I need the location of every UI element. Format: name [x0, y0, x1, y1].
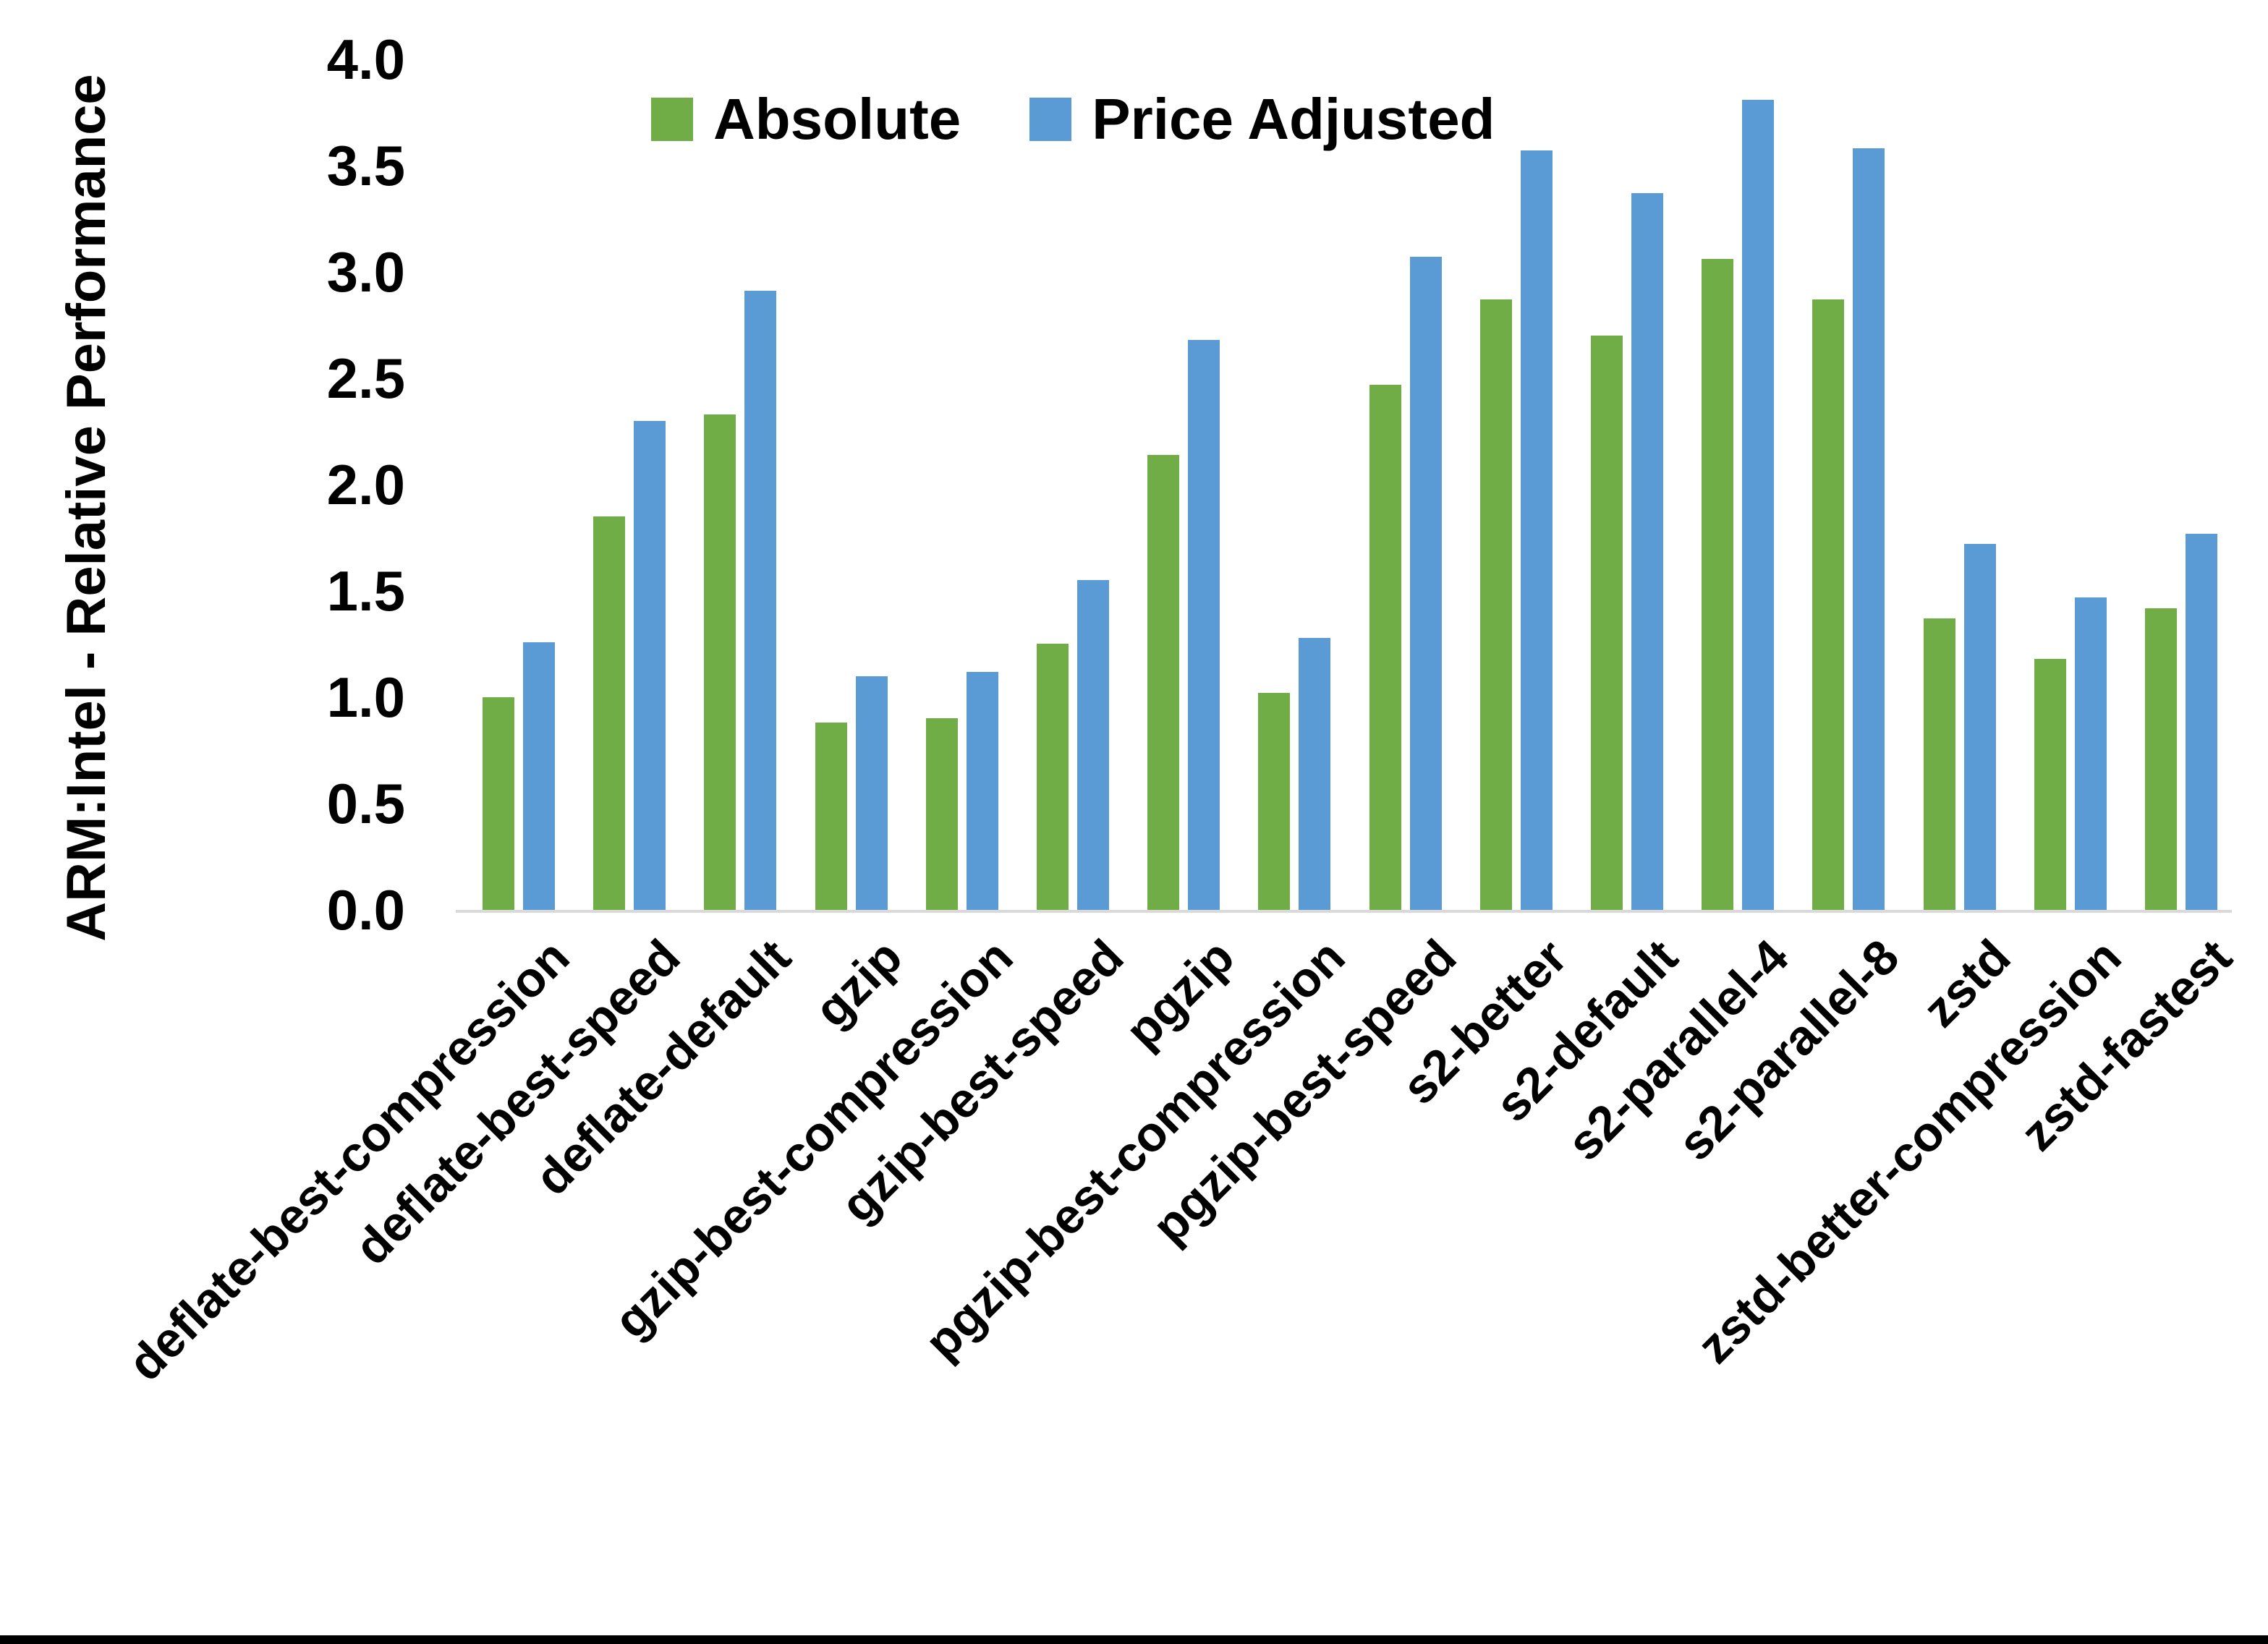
absolute-bar-deflate-best-compression [483, 697, 514, 910]
y-tick-label: 0.0 [326, 878, 405, 942]
price-adjusted-bar-s2-default [1631, 193, 1663, 910]
price-adjusted-bar-gzip-best-compression [967, 672, 998, 910]
absolute-bar-pgzip-best-speed [1369, 385, 1401, 910]
price-adjusted-bar-s2-better [1521, 150, 1553, 910]
absolute-bar-s2-parallel-4 [1702, 259, 1733, 910]
price-adjusted-bar-gzip [856, 676, 888, 910]
price-adjusted-bar-zstd [1964, 544, 1996, 910]
price-adjusted-bar-s2-parallel-4 [1742, 100, 1774, 910]
price-adjusted-bar-gzip-best-speed [1077, 580, 1109, 910]
x-axis-line [456, 910, 2232, 913]
price-adjusted-bar-pgzip-best-compression [1299, 638, 1330, 910]
legend-item-price-adjusted: Price Adjusted [1029, 88, 1495, 150]
absolute-bar-gzip-best-speed [1037, 644, 1069, 910]
legend-label-price-adjusted: Price Adjusted [1092, 87, 1495, 151]
absolute-bar-zstd [1924, 618, 1955, 910]
y-tick-label: 1.5 [326, 559, 405, 623]
absolute-bar-s2-parallel-8 [1812, 299, 1844, 910]
absolute-bar-deflate-default [704, 414, 736, 910]
absolute-legend-swatch-icon [651, 98, 693, 141]
price-adjusted-bar-pgzip-best-speed [1410, 257, 1442, 910]
price-adjusted-bar-deflate-default [744, 291, 776, 910]
price-adjusted-bar-zstd-fastest [2186, 534, 2217, 910]
absolute-bar-pgzip-best-compression [1258, 693, 1290, 910]
absolute-bar-gzip-best-compression [926, 718, 958, 910]
price-adjusted-bar-deflate-best-compression [523, 642, 555, 910]
absolute-bar-s2-better [1480, 299, 1512, 910]
price-adjusted-bar-pgzip [1188, 340, 1220, 910]
absolute-bar-pgzip [1147, 455, 1179, 910]
absolute-bar-zstd-fastest [2145, 608, 2177, 910]
y-tick-label: 4.0 [326, 27, 405, 91]
y-tick-label: 3.0 [326, 240, 405, 304]
y-tick-label: 0.5 [326, 772, 405, 835]
absolute-bar-deflate-best-speed [593, 516, 625, 910]
price-adjusted-bar-deflate-best-speed [634, 421, 666, 910]
price-adjusted-bar-zstd-better-compression [2075, 597, 2107, 910]
bottom-border [0, 1635, 2268, 1644]
absolute-bar-gzip [815, 723, 847, 910]
legend: Absolute Price Adjusted [651, 88, 1495, 150]
absolute-bar-zstd-better-compression [2034, 659, 2066, 910]
y-axis-title: ARM:Intel - Relative Performance [56, 74, 117, 942]
price-adjusted-legend-swatch-icon [1029, 98, 1072, 141]
legend-item-absolute: Absolute [651, 88, 961, 150]
y-tick-label: 2.5 [326, 346, 405, 410]
absolute-bar-s2-default [1591, 336, 1623, 910]
price-adjusted-bar-s2-parallel-8 [1853, 148, 1885, 910]
y-tick-label: 1.0 [326, 665, 405, 729]
y-tick-label: 2.0 [326, 453, 405, 516]
legend-label-absolute: Absolute [713, 87, 961, 151]
y-tick-label: 3.5 [326, 134, 405, 197]
